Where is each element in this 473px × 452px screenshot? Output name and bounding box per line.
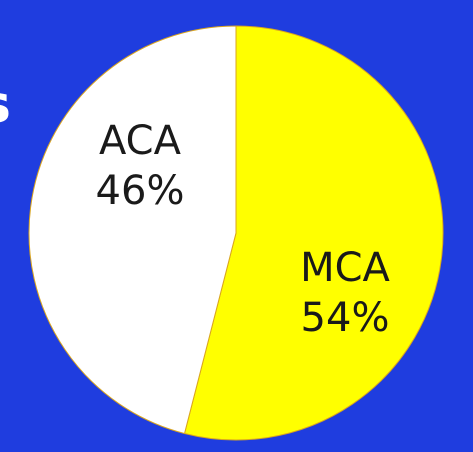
pie-slice (183, 25, 444, 441)
pie-slice (28, 25, 237, 435)
annotation: s (0, 75, 11, 135)
slice-value-label: 46% (96, 168, 185, 214)
slice-label: MCA (300, 245, 390, 291)
slice-label: ACA (99, 118, 182, 164)
slice-value-label: 54% (301, 295, 390, 341)
